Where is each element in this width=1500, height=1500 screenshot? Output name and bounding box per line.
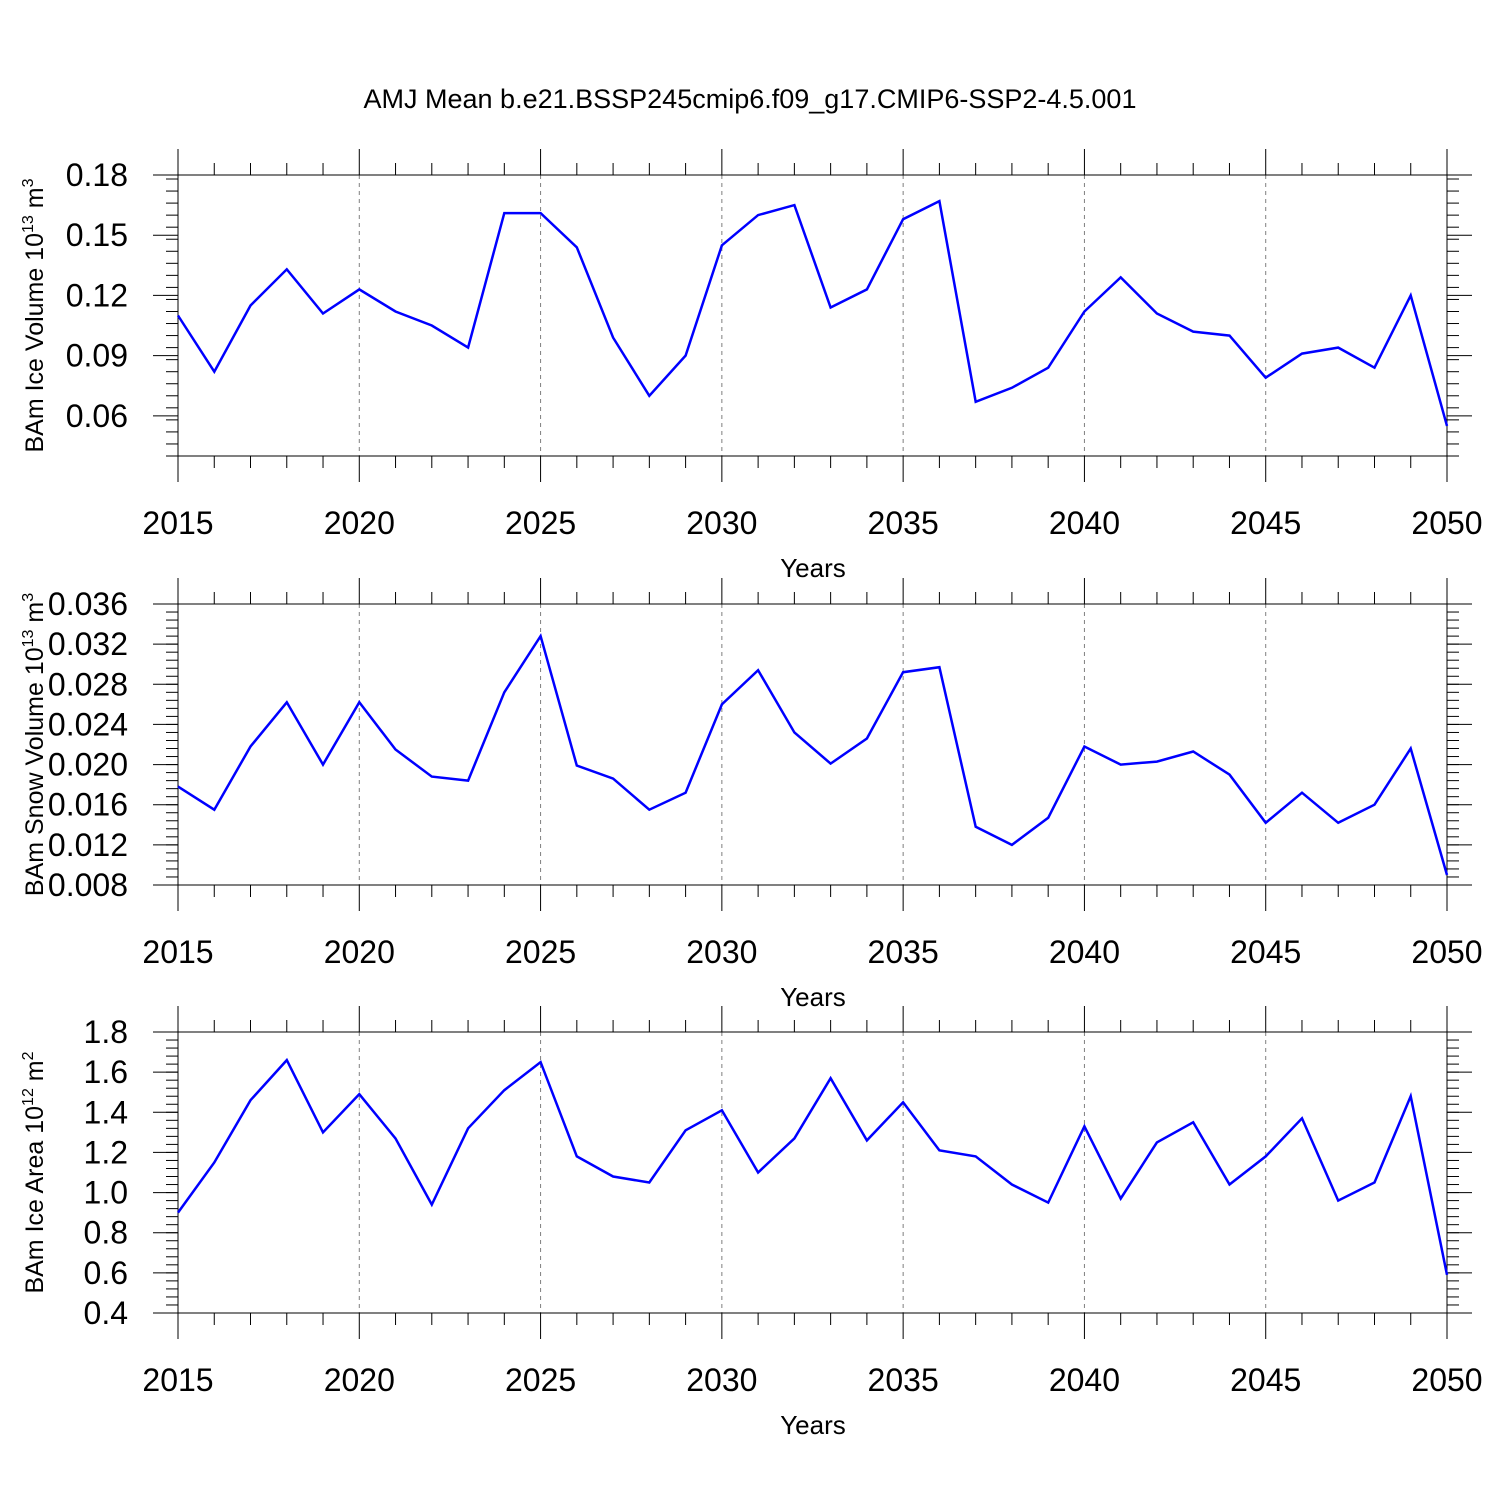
- x-tick-label: 2020: [324, 505, 395, 541]
- x-tick-label: 2050: [1411, 505, 1482, 541]
- y-axis-label-superscript: 12: [20, 1088, 37, 1106]
- x-tick-label: 2025: [505, 934, 576, 970]
- y-axis-label-text: BAm Snow Volume 10: [21, 647, 49, 896]
- y-tick-label: 0.008: [48, 867, 128, 903]
- y-axis-label: BAm Ice Area 1012 m2: [20, 1051, 49, 1293]
- x-tick-label: 2035: [868, 505, 939, 541]
- x-tick-label: 2050: [1411, 1362, 1482, 1398]
- x-tick-label: 2015: [142, 1362, 213, 1398]
- y-axis-label-text: BAm Ice Volume 10: [21, 233, 49, 453]
- y-tick-label: 0.06: [66, 398, 128, 434]
- y-tick-label: 0.18: [66, 157, 128, 193]
- y-axis-label-text: m: [21, 602, 49, 630]
- y-tick-label: 1.4: [84, 1094, 128, 1130]
- y-axis-label-superscript: 13: [20, 629, 37, 647]
- y-tick-label: 0.12: [66, 277, 128, 313]
- x-tick-label: 2045: [1230, 1362, 1301, 1398]
- y-axis-label-text: m: [21, 187, 49, 215]
- x-tick-label: 2025: [505, 1362, 576, 1398]
- x-tick-label: 2030: [686, 1362, 757, 1398]
- panel-snow-volume: 2015 2020 2025 2030 2035 2040 2045 2050 0.008 0.0…: [20, 578, 1483, 1012]
- series-line: [176, 1057, 1449, 1276]
- x-tick-label: 2040: [1049, 934, 1120, 970]
- y-axis-label: BAm Snow Volume 1013 m3: [20, 593, 49, 896]
- figure-title: AMJ Mean b.e21.BSSP245cmip6.f09_g17.CMIP…: [363, 84, 1137, 114]
- y-tick-label: 0.020: [48, 747, 128, 783]
- plot-frame: [177, 603, 1448, 886]
- panel-ice-area: 2015 2020 2025 2030 2035 2040 2045 2050 0.4 0.6 0.…: [20, 1006, 1483, 1440]
- x-tick-label: 2050: [1411, 934, 1482, 970]
- y-tick-label: 0.4: [84, 1295, 128, 1331]
- x-tick-label: 2035: [868, 1362, 939, 1398]
- x-tick-label: 2015: [142, 505, 213, 541]
- y-tick-label: 0.032: [48, 626, 128, 662]
- y-tick-label: 0.024: [48, 706, 128, 742]
- x-tick-label: 2040: [1049, 1362, 1120, 1398]
- y-axis-label-text: m: [21, 1060, 49, 1088]
- x-tick-label: 2020: [324, 934, 395, 970]
- y-tick-label: 0.012: [48, 827, 128, 863]
- x-axis-label: Years: [780, 553, 846, 583]
- y-tick-label: 0.6: [84, 1255, 128, 1291]
- x-axis-label: Years: [780, 1410, 846, 1440]
- y-axis-label-superscript: 13: [20, 215, 37, 233]
- y-tick-label: 0.09: [66, 338, 128, 374]
- plot-frame: [177, 174, 1448, 457]
- y-tick-label: 1.8: [84, 1014, 128, 1050]
- y-tick-label: 0.15: [66, 217, 128, 253]
- panel-ice-volume: 2015 2020 2025 2030 2035 2040 2045 2050 0.06 0.09…: [20, 149, 1483, 583]
- x-tick-label: 2045: [1230, 934, 1301, 970]
- y-tick-label: 0.8: [84, 1215, 128, 1251]
- series-line: [176, 199, 1449, 427]
- x-tick-label: 2025: [505, 505, 576, 541]
- y-tick-label: 0.028: [48, 666, 128, 702]
- x-tick-label: 2035: [868, 934, 939, 970]
- y-tick-label: 1.0: [84, 1175, 128, 1211]
- x-tick-label: 2045: [1230, 505, 1301, 541]
- x-tick-label: 2015: [142, 934, 213, 970]
- plot-frame: [177, 1031, 1448, 1314]
- y-axis-label-superscript: 3: [20, 178, 37, 187]
- x-axis-label: Years: [780, 982, 846, 1012]
- y-tick-label: 1.2: [84, 1134, 128, 1170]
- series-line: [177, 633, 1449, 876]
- y-tick-label: 0.036: [48, 586, 128, 622]
- y-axis-label-superscript: 2: [20, 1051, 37, 1060]
- x-tick-label: 2040: [1049, 505, 1120, 541]
- x-tick-label: 2030: [686, 505, 757, 541]
- y-axis-label-superscript: 3: [20, 593, 37, 602]
- x-tick-label: 2020: [324, 1362, 395, 1398]
- y-tick-label: 0.016: [48, 787, 128, 823]
- x-tick-label: 2030: [686, 934, 757, 970]
- y-axis-label-text: BAm Ice Area 10: [21, 1106, 49, 1294]
- y-axis-label: BAm Ice Volume 1013 m3: [20, 178, 49, 452]
- y-tick-label: 1.6: [84, 1054, 128, 1090]
